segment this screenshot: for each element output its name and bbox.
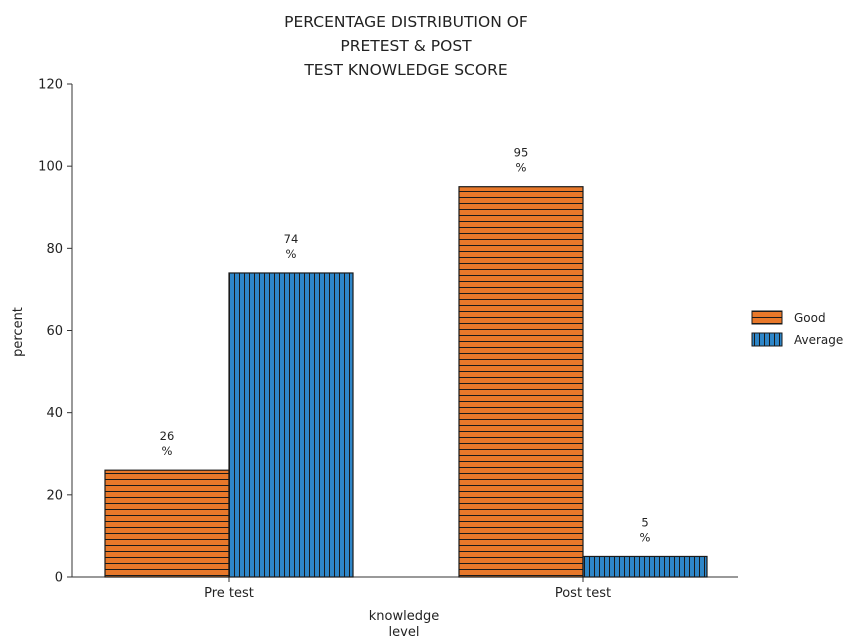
data-label-unit: % (516, 161, 527, 175)
bar-average-post-test (582, 555, 708, 578)
bar-average-pre-test (228, 272, 354, 578)
bar-good-pre-test (104, 469, 230, 578)
y-tick-label: 60 (46, 324, 63, 339)
chart-legend: Good Average (751, 310, 843, 347)
data-label-value: 95 (514, 146, 529, 160)
legend-label-average: Average (794, 333, 843, 347)
y-tick-label: 100 (38, 160, 63, 175)
chart-title-line-1: PERCENTAGE DISTRIBUTION OF (284, 13, 528, 31)
data-label-value: 74 (284, 232, 299, 246)
y-tick-label: 40 (46, 406, 63, 421)
legend-swatch-average (751, 332, 783, 347)
x-axis-title-line-1: knowledge (369, 609, 439, 624)
data-label-unit: % (286, 247, 297, 261)
x-tick-label: Pre test (204, 586, 254, 601)
data-label-value: 26 (160, 429, 175, 443)
y-tick-label: 120 (38, 78, 63, 93)
y-tick-label: 0 (55, 571, 63, 586)
bar-good-post-test (458, 186, 584, 578)
legend-swatch-good (751, 310, 783, 325)
y-tick-label: 80 (46, 242, 63, 257)
y-axis-title: percent (11, 307, 26, 357)
chart-title-line-3: TEST KNOWLEDGE SCORE (303, 61, 507, 79)
chart-title-line-2: PRETEST & POST (340, 37, 472, 55)
legend-label-good: Good (794, 311, 826, 325)
data-label-unit: % (640, 530, 651, 544)
x-tick-label: Post test (555, 586, 611, 601)
data-label-value: 5 (641, 515, 648, 529)
x-axis-title-line-2: level (389, 625, 420, 640)
data-label-unit: % (162, 444, 173, 458)
y-tick-label: 20 (46, 488, 63, 503)
